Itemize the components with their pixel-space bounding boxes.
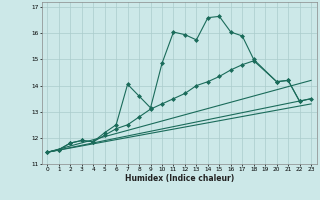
X-axis label: Humidex (Indice chaleur): Humidex (Indice chaleur): [124, 174, 234, 183]
